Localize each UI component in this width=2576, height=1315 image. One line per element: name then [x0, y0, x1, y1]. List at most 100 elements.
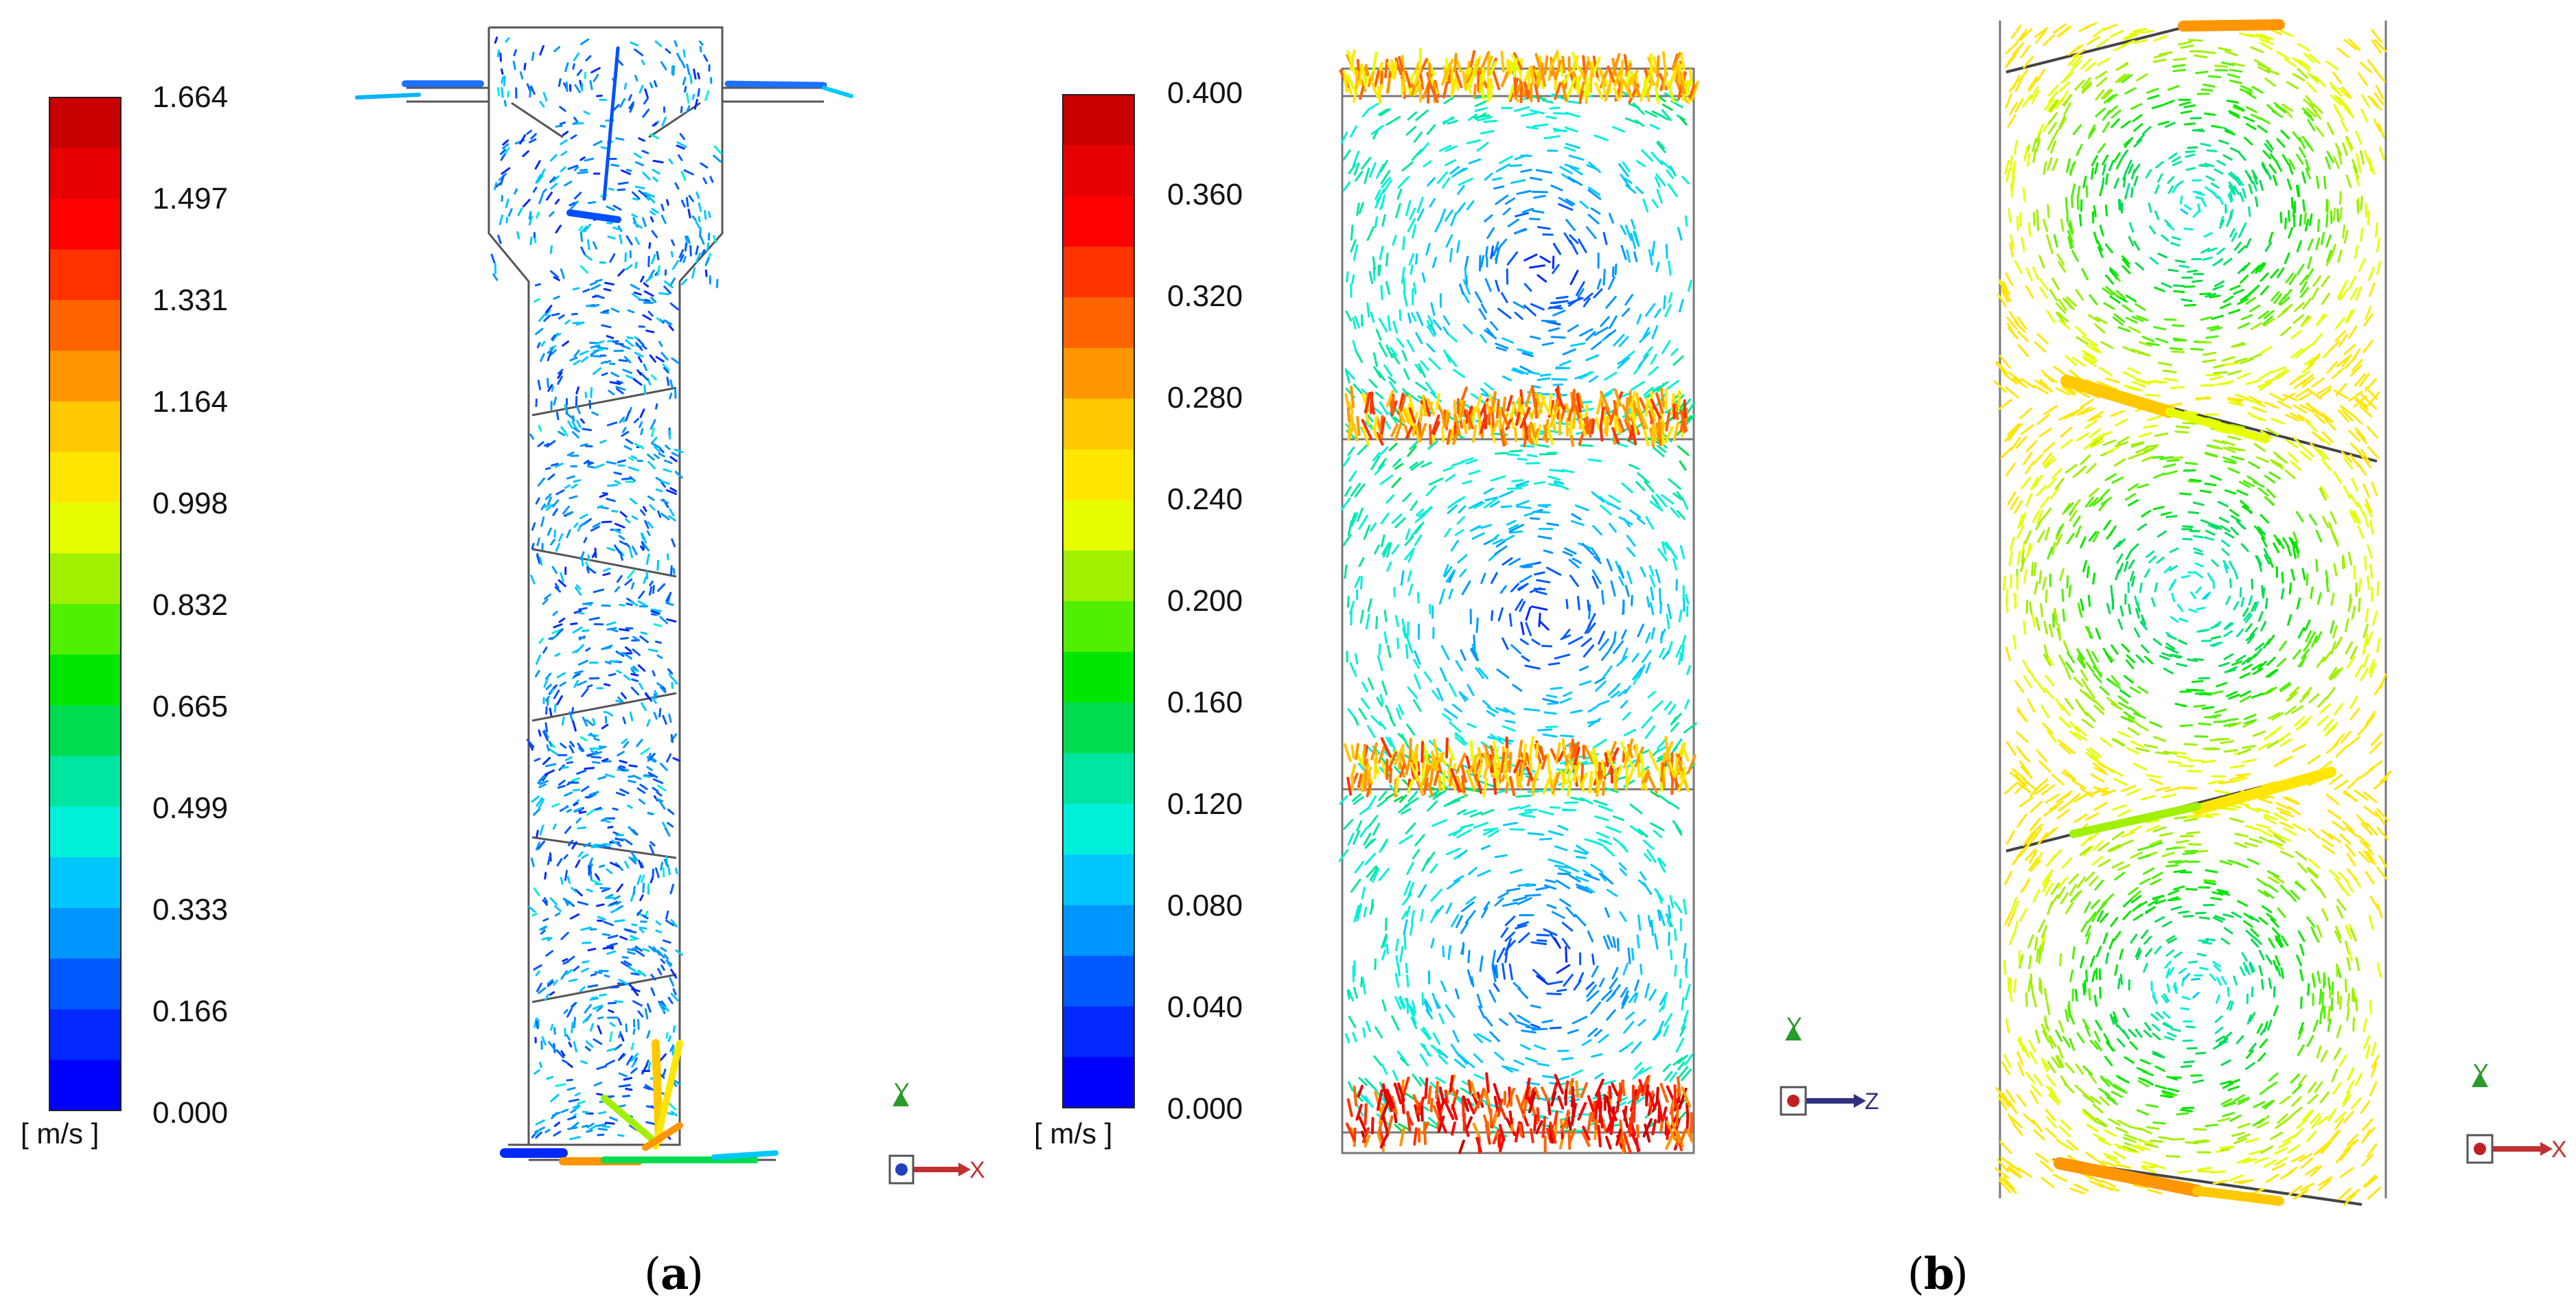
velocity-vector [564, 1027, 566, 1037]
velocity-vector [1642, 769, 1650, 784]
velocity-vector [1504, 719, 1516, 724]
velocity-vector [1679, 460, 1687, 471]
velocity-vector [670, 734, 674, 743]
velocity-vector [1604, 371, 1618, 381]
velocity-vector [686, 105, 691, 113]
velocity-vector [652, 585, 655, 594]
velocity-vector [1625, 71, 1631, 85]
velocity-vector [1471, 976, 1475, 988]
velocity-vector [1401, 1076, 1410, 1099]
velocity-vector [590, 67, 601, 73]
velocity-vector [2125, 550, 2132, 561]
velocity-vector [608, 1009, 614, 1014]
velocity-vector [1675, 644, 1683, 658]
velocity-vector [639, 927, 647, 930]
velocity-vector [2164, 1036, 2175, 1041]
velocity-vector [2008, 371, 2023, 383]
velocity-vector [1452, 430, 1459, 445]
velocity-vector [1556, 295, 1569, 300]
velocity-vector [2293, 379, 2307, 389]
velocity-vector [1364, 392, 1372, 414]
velocity-vector [2038, 428, 2053, 438]
velocity-vector [555, 1049, 565, 1059]
velocity-vector [1515, 924, 1528, 930]
velocity-vector [1355, 1104, 1363, 1121]
velocity-vector [1500, 292, 1508, 303]
velocity-vector [589, 732, 596, 738]
velocity-vector [1473, 1033, 1483, 1044]
velocity-vector [1658, 587, 1661, 604]
velocity-vector [1611, 747, 1620, 762]
velocity-vector [2076, 185, 2081, 198]
velocity-vector [1665, 411, 1671, 432]
velocity-vector [1473, 1073, 1485, 1080]
velocity-vector [577, 680, 587, 686]
velocity-vector [1445, 569, 1456, 583]
velocity-vector [2043, 687, 2054, 699]
velocity-vector [624, 252, 627, 263]
velocity-vector [2143, 867, 2155, 875]
velocity-vector [695, 191, 700, 200]
velocity-vector [1423, 1121, 1437, 1129]
velocity-vector [1679, 51, 1686, 75]
velocity-vector [1500, 752, 1506, 773]
velocity-vector [1608, 494, 1621, 503]
velocity-vector [686, 63, 691, 75]
velocity-vector [2162, 1011, 2171, 1019]
velocity-vector [2030, 476, 2039, 491]
velocity-vector [2146, 774, 2161, 778]
velocity-vector [1590, 207, 1601, 215]
velocity-vector [1379, 474, 1394, 485]
velocity-vector [2172, 161, 2183, 167]
velocity-vector [1438, 1117, 1447, 1134]
velocity-vector [507, 90, 510, 98]
velocity-vector [1460, 823, 1474, 829]
velocity-vector [1655, 173, 1666, 187]
velocity-vector [1502, 901, 1518, 907]
velocity-vector [2363, 1034, 2371, 1049]
velocity-vector [1545, 725, 1558, 729]
velocity-vector [590, 344, 601, 349]
velocity-vector [577, 1100, 586, 1105]
velocity-vector [1380, 285, 1383, 301]
velocity-vector [1456, 808, 1467, 815]
velocity-vector [1451, 1121, 1456, 1136]
velocity-vector [2013, 978, 2017, 993]
velocity-vector [1635, 186, 1644, 194]
velocity-vector [1494, 545, 1508, 555]
velocity-vector [1538, 612, 1541, 627]
velocity-vector [1504, 916, 1516, 927]
velocity-vector [568, 711, 574, 723]
velocity-vector [1407, 445, 1417, 457]
velocity-vector [2075, 1063, 2084, 1075]
velocity-vector [650, 608, 663, 612]
velocity-vector [1608, 640, 1615, 652]
velocity-vector [691, 267, 696, 279]
velocity-vector [642, 314, 652, 321]
velocity-vector [1476, 763, 1483, 782]
velocity-vector [2183, 204, 2192, 211]
velocity-vector [630, 668, 636, 675]
velocity-vector [586, 1122, 595, 1128]
velocity-vector [1370, 124, 1384, 135]
velocity-vector [1469, 740, 1474, 763]
velocity-vector [1595, 416, 1601, 432]
velocity-vector [2058, 115, 2066, 128]
velocity-vector [2058, 1020, 2065, 1033]
velocity-vector [1423, 397, 1431, 417]
velocity-vector [661, 1004, 669, 1012]
velocity-vector [1649, 53, 1653, 73]
velocity-vector [1564, 1089, 1568, 1106]
velocity-vector [575, 403, 581, 415]
velocity-vector [641, 702, 647, 712]
velocity-vector [540, 340, 546, 347]
velocity-vector [1421, 768, 1425, 787]
velocity-vector [580, 927, 592, 931]
velocity-vector [1366, 865, 1377, 878]
velocity-vector [576, 419, 582, 428]
velocity-vector [536, 1021, 539, 1029]
velocity-vector [590, 973, 597, 977]
legend-b-tick: 0.320 [1167, 279, 1243, 313]
velocity-vector [1373, 407, 1383, 415]
velocity-vector [1621, 995, 1629, 1010]
